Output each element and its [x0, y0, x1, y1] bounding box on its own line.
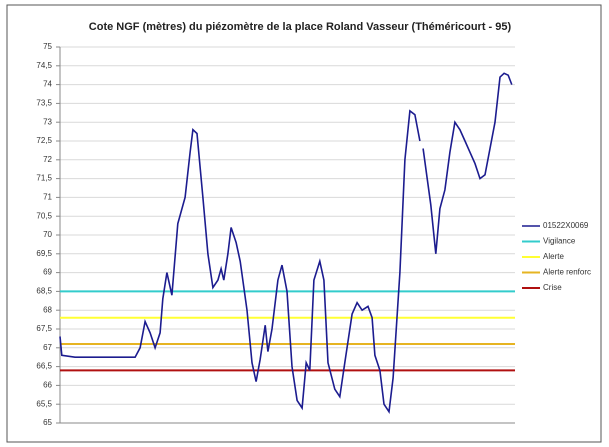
y-tick-label: 68,5	[36, 287, 52, 296]
legend-label: 01522X0069	[543, 221, 589, 230]
y-tick-label: 65	[43, 418, 52, 427]
y-tick-label: 74	[43, 80, 52, 89]
y-tick-label: 72,5	[36, 136, 52, 145]
y-tick-label: 66,5	[36, 362, 52, 371]
y-tick-label: 72	[43, 155, 52, 164]
y-tick-label: 69	[43, 268, 52, 277]
y-tick-label: 66	[43, 381, 52, 390]
data-line	[59, 109, 421, 414]
y-tick-label: 73	[43, 117, 52, 126]
legend-label: Crise	[543, 283, 562, 292]
y-tick-label: 71,5	[36, 174, 52, 183]
chart-title: Cote NGF (mètres) du piézomètre de la pl…	[89, 21, 512, 33]
y-tick-label: 67	[43, 343, 52, 352]
y-tick-label: 65,5	[36, 399, 52, 408]
y-tick-label: 69,5	[36, 249, 52, 258]
y-tick-label: 73,5	[36, 99, 52, 108]
y-tick-label: 70,5	[36, 211, 52, 220]
legend-label: Alerte	[543, 252, 564, 261]
y-tick-label: 71	[43, 193, 52, 202]
y-tick-label: 70	[43, 230, 52, 239]
y-tick-label: 74,5	[36, 61, 52, 70]
y-tick-label: 68	[43, 305, 52, 314]
data-line	[422, 72, 513, 254]
y-tick-label: 67,5	[36, 324, 52, 333]
legend-label: Vigilance	[543, 237, 576, 246]
chart-frame	[6, 4, 602, 443]
legend-label: Alerte renforc	[543, 268, 591, 277]
y-tick-label: 75	[43, 42, 52, 51]
